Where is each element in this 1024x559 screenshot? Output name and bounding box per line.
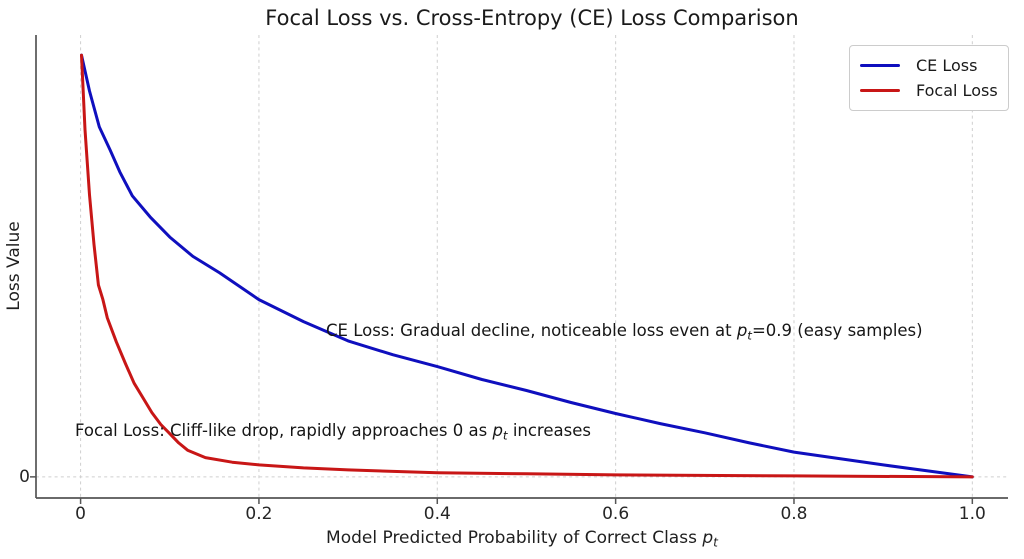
x-axis-p-symbol: p xyxy=(702,528,714,548)
x-tick-label: 0 xyxy=(75,504,86,524)
x-axis-p-subscript: t xyxy=(713,535,718,550)
focal-annotation-p-subscript: t xyxy=(502,428,508,443)
ce-loss-curve xyxy=(80,53,974,479)
x-tick-label: 0.8 xyxy=(780,504,808,524)
legend-box: CE Loss Focal Loss xyxy=(849,45,1009,111)
focal-annotation-suffix: increases xyxy=(507,421,591,440)
focal-annotation-prefix: Focal Loss: Cliff-like drop, rapidly app… xyxy=(75,421,493,440)
legend-label-ce-loss: CE Loss xyxy=(916,56,978,75)
legend-item-ce-loss: CE Loss xyxy=(860,53,998,78)
x-tick-label: 1.0 xyxy=(958,504,986,524)
focal-loss-curve xyxy=(80,53,974,479)
x-axis-label-text: Model Predicted Probability of Correct C… xyxy=(326,528,703,548)
focal-loss-annotation: Focal Loss: Cliff-like drop, rapidly app… xyxy=(75,421,591,442)
ce-annotation-p-symbol: p xyxy=(736,321,748,340)
ce-annotation-suffix: =0.9 (easy samples) xyxy=(751,321,923,340)
x-tick-label: 0.4 xyxy=(423,504,451,524)
y-axis-label: Loss Value xyxy=(4,221,24,311)
legend-label-focal-loss: Focal Loss xyxy=(916,81,998,100)
focal-loss-line-swatch xyxy=(860,89,900,92)
x-axis-label: Model Predicted Probability of Correct C… xyxy=(36,528,1008,549)
focal-annotation-p-symbol: p xyxy=(492,421,503,440)
x-tick-label: 0.2 xyxy=(245,504,273,524)
y-tick-label: 0 xyxy=(19,466,30,487)
legend-item-focal-loss: Focal Loss xyxy=(860,78,998,103)
ce-annotation-prefix: CE Loss: Gradual decline, noticeable los… xyxy=(326,321,737,340)
x-tick-label: 0.6 xyxy=(602,504,630,524)
ce-loss-line-swatch xyxy=(860,64,900,67)
ce-annotation-p-subscript: t xyxy=(747,328,752,343)
chart-title: Focal Loss vs. Cross-Entropy (CE) Loss C… xyxy=(265,6,799,30)
ce-loss-annotation: CE Loss: Gradual decline, noticeable los… xyxy=(326,321,923,342)
